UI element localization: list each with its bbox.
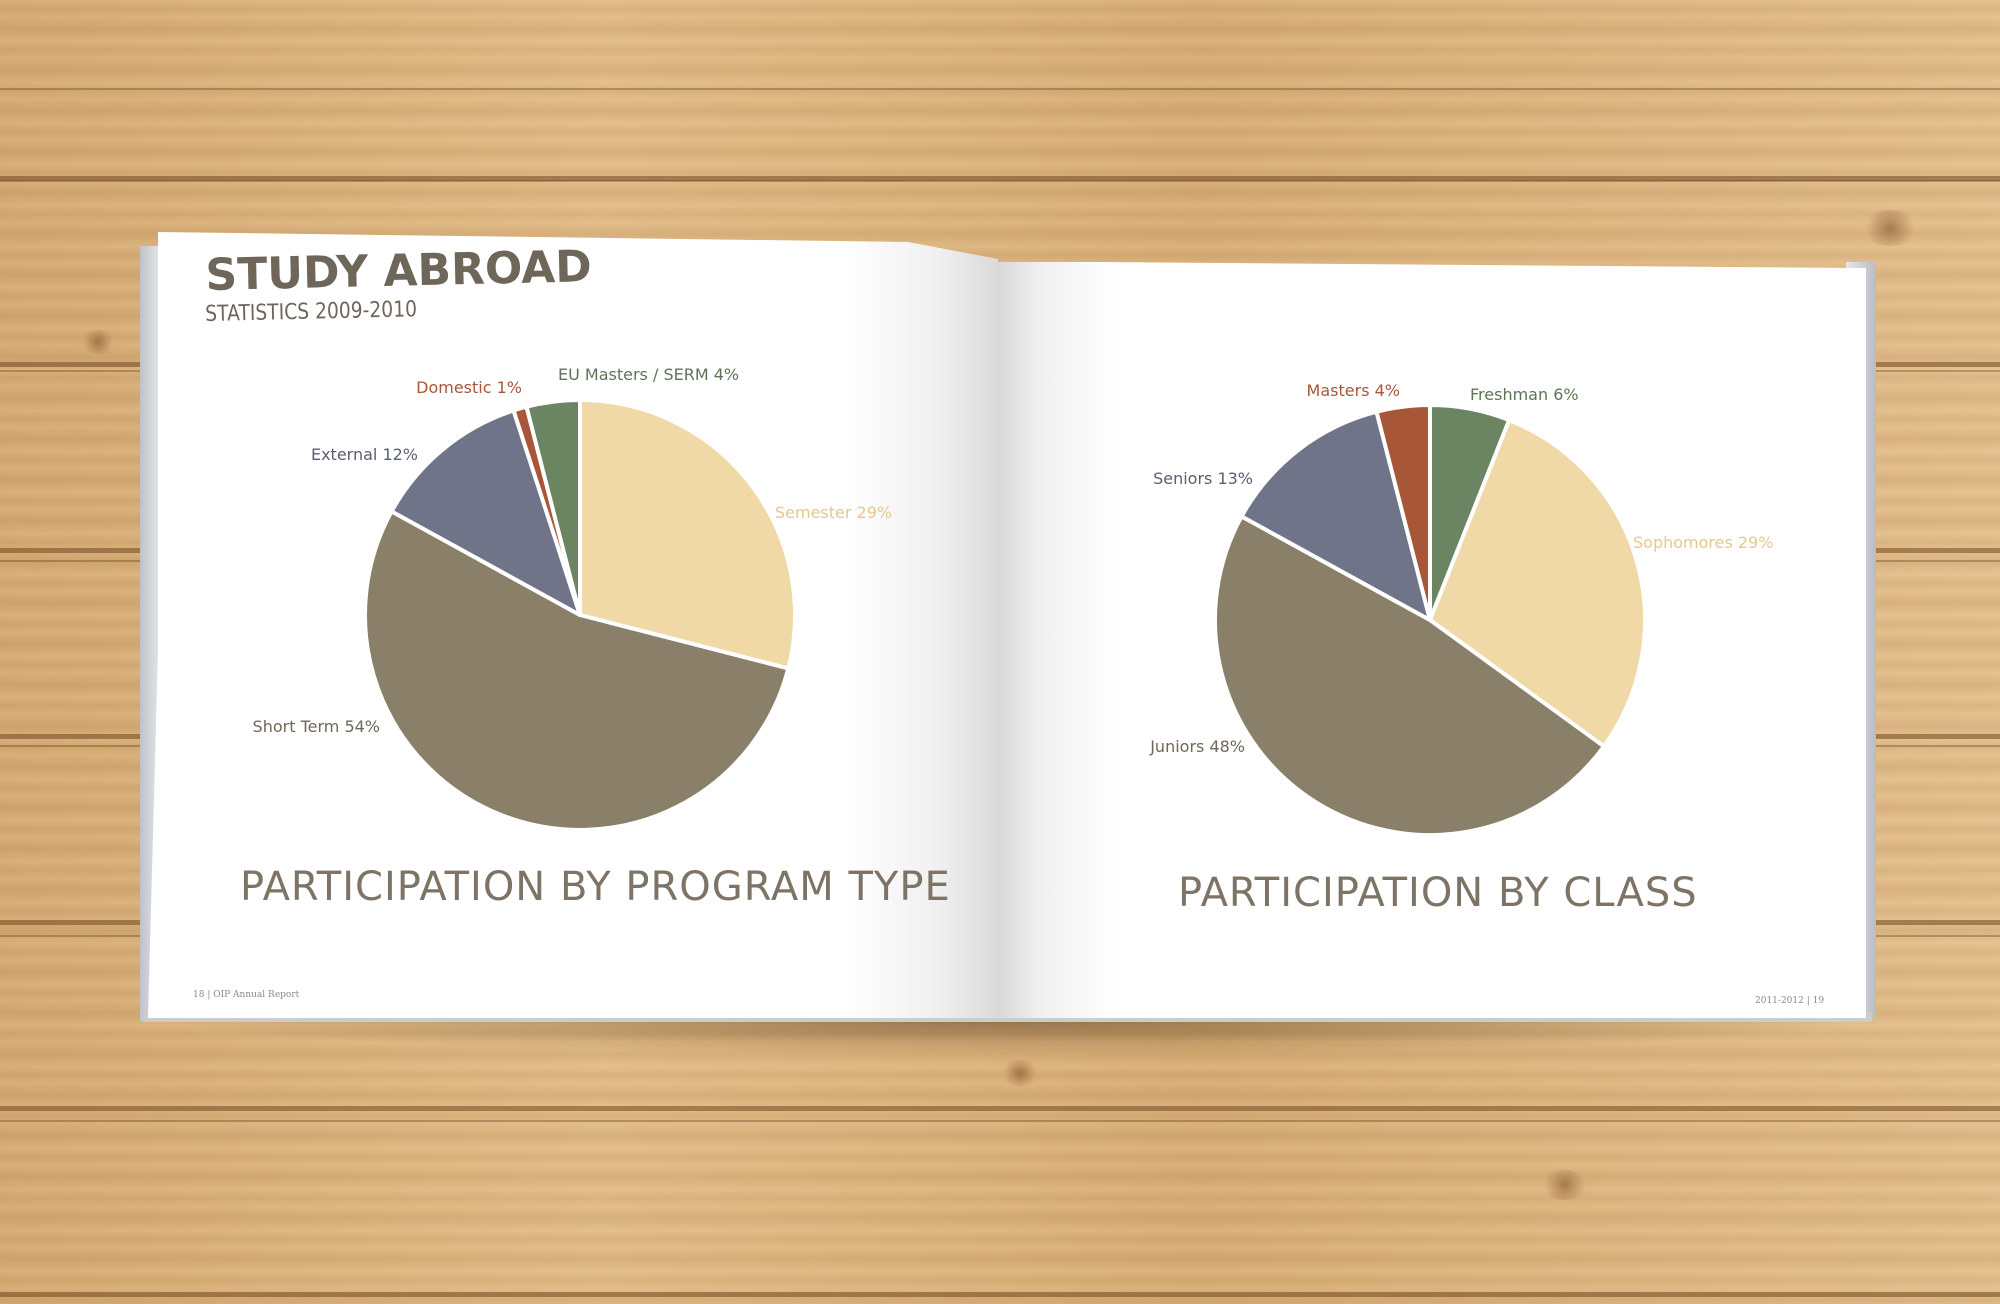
wood-knot: [1860, 210, 1920, 246]
slice-label-freshman-6: Freshman 6%: [1470, 385, 1579, 404]
chart-title-program-type: PARTICIPATION BY PROGRAM TYPE: [240, 864, 951, 910]
page-footer-right: 2011-2012 | 19: [1755, 996, 1825, 1006]
slice-label-juniors-48: Juniors 48%: [1149, 737, 1245, 756]
slice-label-semester-29: Semester 29%: [775, 503, 892, 522]
pie-slice-short-term-54: [363, 509, 791, 832]
wood-knot: [1540, 1170, 1590, 1200]
plank-seam: [0, 88, 2000, 90]
pie-slice-seniors-13: [1239, 409, 1432, 622]
pie-slice-external-12: [389, 408, 582, 617]
slice-label-sophomores-29: Sophomores 29%: [1633, 533, 1773, 552]
slice-label-eu-masters-serm-4: EU Masters / SERM 4%: [558, 365, 739, 384]
slice-label-external-12: External 12%: [311, 445, 418, 464]
pie-chart-program-type: Semester 29% Short Term 54% External 12% Do…: [253, 365, 892, 832]
page-footer-left: 18 | OIP Annual Report: [193, 990, 300, 1000]
pie-slice-semester-29: [578, 398, 797, 671]
chart-title-class: PARTICIPATION BY CLASS: [1178, 870, 1698, 916]
slice-label-domestic-1: Domestic 1%: [416, 378, 522, 397]
slice-label-short-term-54: Short Term 54%: [253, 717, 380, 736]
pie-chart-class: Freshman 6% Sophomores 29% Juniors 48% Seni…: [1149, 381, 1773, 838]
slice-label-masters-4: Masters 4%: [1307, 381, 1400, 400]
plank-seam: [0, 1120, 2000, 1122]
plank-seam: [0, 180, 2000, 182]
pie-slice-eu-masters-serm-4: [524, 398, 582, 617]
slice-label-seniors-13: Seniors 13%: [1153, 469, 1253, 488]
pie-slice-juniors-48: [1212, 514, 1606, 838]
pie-slice-masters-4: [1374, 403, 1432, 622]
pie-slice-sophomores-29: [1428, 418, 1647, 749]
wood-knot: [1000, 1060, 1040, 1086]
wood-knot: [80, 330, 116, 354]
